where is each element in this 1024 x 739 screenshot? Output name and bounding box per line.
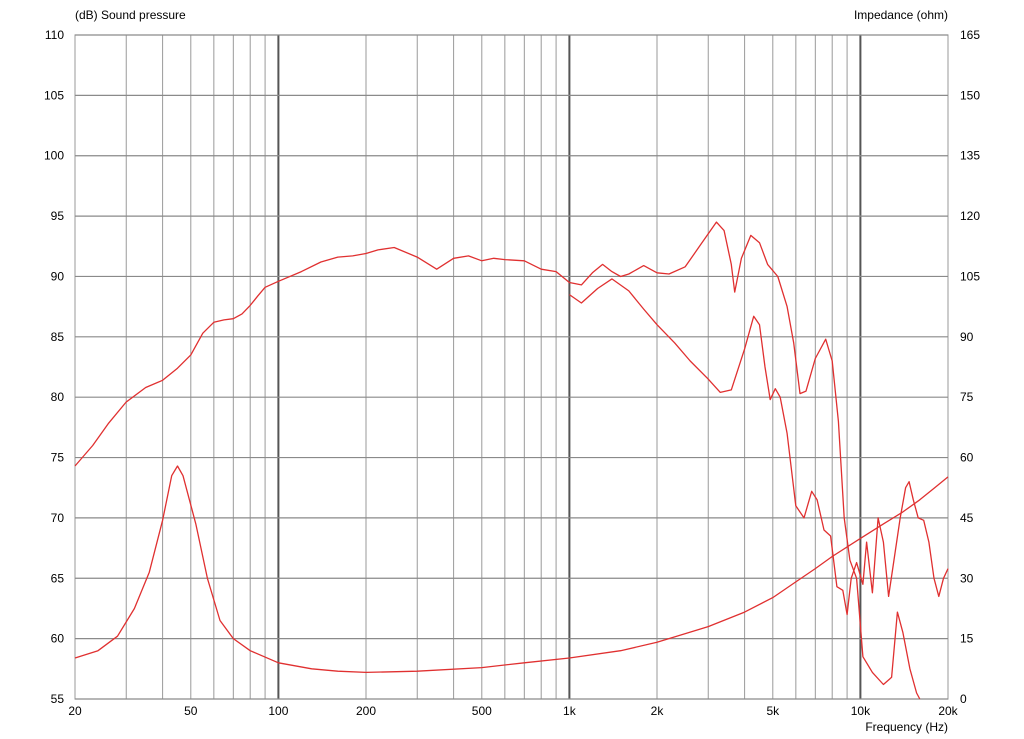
- y-right-tick-label: 165: [960, 28, 980, 42]
- y-left-tick-label: 70: [51, 511, 65, 525]
- x-axis-title: Frequency (Hz): [865, 720, 948, 734]
- y-right-tick-label: 15: [960, 632, 974, 646]
- y-left-tick-label: 85: [51, 330, 65, 344]
- y-left-tick-label: 65: [51, 571, 65, 585]
- y-right-tick-label: 120: [960, 209, 980, 223]
- series-group: [74, 221, 949, 700]
- y-left-tick-label: 90: [51, 269, 65, 283]
- x-tick-label: 1k: [563, 704, 577, 718]
- x-tick-label: 100: [268, 704, 288, 718]
- y-right-tick-label: 90: [960, 330, 974, 344]
- left-axis-title: (dB) Sound pressure: [75, 8, 186, 22]
- plot-frame: [74, 34, 949, 700]
- y-right-tick-label: 0: [960, 692, 967, 706]
- y-right-tick-label: 75: [960, 390, 974, 404]
- y-left-tick-label: 55: [51, 692, 65, 706]
- labels-group: (dB) Sound pressure Impedance (ohm) Freq…: [44, 8, 980, 734]
- y-right-tick-label: 105: [960, 269, 980, 283]
- y-right-tick-label: 30: [960, 571, 974, 585]
- x-tick-label: 20k: [938, 704, 958, 718]
- y-left-tick-label: 105: [44, 88, 64, 102]
- y-right-tick-label: 135: [960, 149, 980, 163]
- y-left-tick-label: 100: [44, 149, 64, 163]
- y-left-tick-label: 80: [51, 390, 65, 404]
- x-tick-label: 200: [356, 704, 376, 718]
- y-left-tick-label: 110: [45, 28, 64, 42]
- x-tick-label: 50: [184, 704, 198, 718]
- grid: [74, 34, 949, 700]
- right-axis-title: Impedance (ohm): [854, 8, 948, 22]
- y-right-tick-label: 60: [960, 451, 974, 465]
- y-left-tick-label: 75: [51, 451, 65, 465]
- response-curve-secondary: [569, 278, 949, 616]
- x-tick-label: 500: [472, 704, 492, 718]
- impedance-curve: [74, 465, 949, 674]
- y-left-tick-label: 95: [51, 209, 65, 223]
- response-curve-main: [74, 221, 921, 700]
- x-tick-label: 5k: [766, 704, 780, 718]
- x-tick-label: 20: [68, 704, 82, 718]
- x-tick-label: 10k: [851, 704, 871, 718]
- x-tick-label: 2k: [651, 704, 665, 718]
- y-left-tick-label: 60: [51, 632, 65, 646]
- y-right-tick-label: 45: [960, 511, 974, 525]
- y-right-tick-label: 150: [960, 88, 980, 102]
